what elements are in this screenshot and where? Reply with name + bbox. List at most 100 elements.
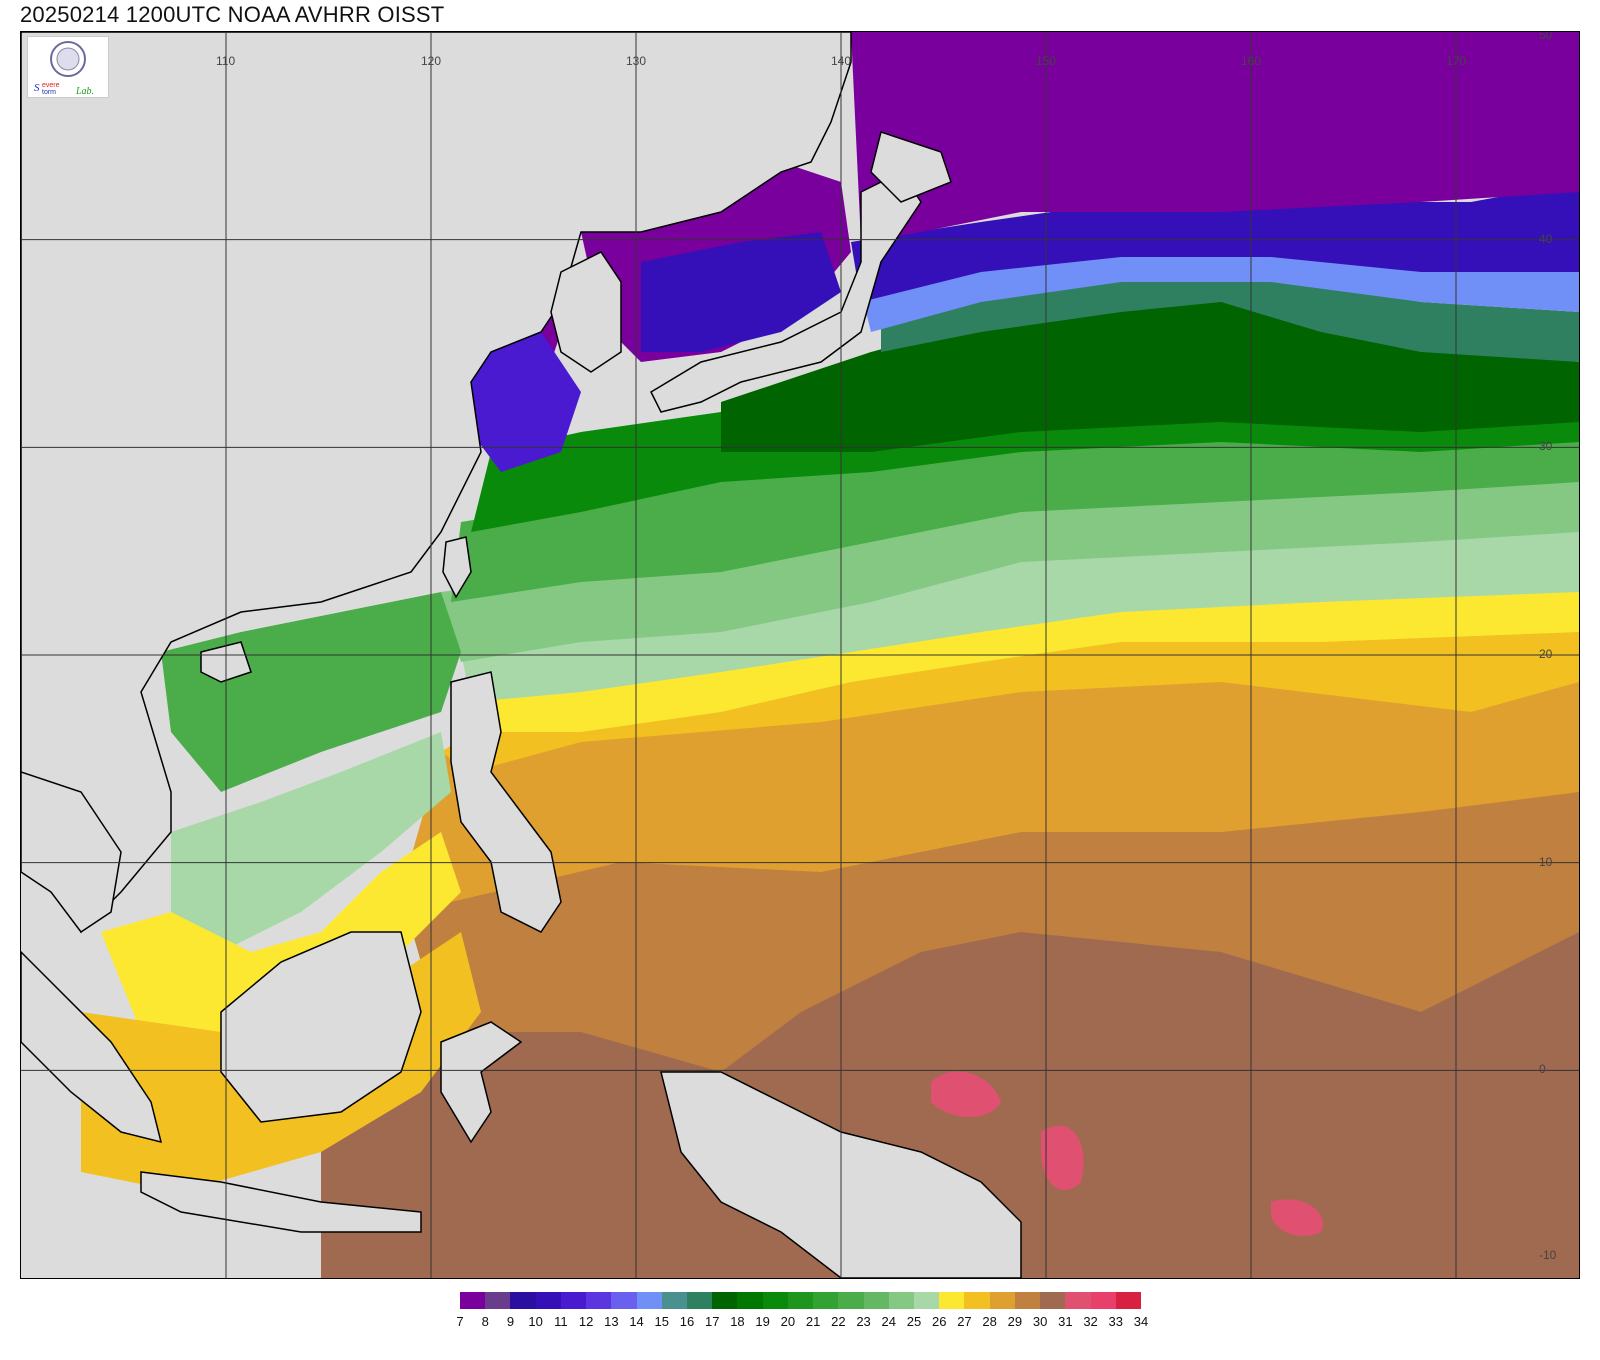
sst-band-24 (441, 472, 1579, 662)
colorbar-label: 17 (704, 1314, 720, 1329)
land-korea (550, 251, 622, 373)
colorbar-label: 21 (805, 1314, 821, 1329)
severe-storm-lab-logo: S evere torm Lab. (27, 36, 109, 98)
colorbar-label: 28 (982, 1314, 997, 1329)
colorbar-label: 15 (654, 1314, 669, 1329)
colorbar-swatch (964, 1292, 991, 1309)
colorbar-swatch (661, 1292, 688, 1309)
colorbar-label: 19 (755, 1314, 770, 1329)
colorbar-swatch (535, 1292, 562, 1309)
colorbar-label: 30 (1032, 1314, 1048, 1329)
lat-tick-label: 40 (1539, 231, 1553, 246)
sst-south-china-sea-a (161, 592, 461, 792)
colorbar-swatch (1115, 1292, 1142, 1309)
colorbar-swatch (939, 1292, 965, 1309)
colorbar-swatch (611, 1292, 638, 1309)
sst-band-27 (441, 622, 1579, 772)
land-taiwan (442, 536, 472, 599)
colorbar-label: 27 (957, 1314, 972, 1329)
sst-sea-of-japan-south (641, 232, 841, 352)
colorbar-label: 24 (881, 1314, 896, 1329)
colorbar-label: 20 (780, 1314, 796, 1329)
land-hokkaido (870, 131, 952, 203)
colorbar-label: 11 (554, 1314, 568, 1329)
colorbar-swatch (560, 1292, 587, 1309)
colorbar-label: 10 (528, 1314, 543, 1329)
colorbar-label: 18 (730, 1314, 745, 1329)
colorbar-swatch (1014, 1292, 1041, 1309)
sst-south-china-sea-c (101, 832, 461, 1032)
lon-tick-label: 120 (421, 54, 442, 68)
colorbar-label: 26 (931, 1314, 947, 1329)
colorbar-swatch (787, 1292, 814, 1309)
land-malay (21, 771, 122, 934)
sst-warm-pool-31b (1041, 1125, 1084, 1191)
land-java (140, 1171, 422, 1233)
svg-text:evere: evere (42, 82, 60, 89)
colorbar-label: 13 (604, 1314, 619, 1329)
lat-tick-label: 0 (1539, 1062, 1546, 1077)
sst-warm-pool-31c (1271, 1199, 1323, 1236)
lon-tick-label: 110 (216, 54, 236, 68)
land-sulawesi (440, 1021, 523, 1144)
colorbar-swatch (762, 1292, 789, 1309)
colorbar-swatch (1090, 1292, 1117, 1309)
colorbar-swatch (485, 1292, 511, 1309)
colorbar-swatch (838, 1292, 865, 1309)
svg-text:torm: torm (42, 89, 56, 96)
colorbar-swatch (1065, 1292, 1092, 1309)
colorbar-swatch (888, 1292, 915, 1309)
colorbar-label: 8 (481, 1314, 489, 1329)
colorbar-label: 34 (1133, 1314, 1149, 1329)
colorbar-swatch (813, 1292, 839, 1309)
colorbar-label: 31 (1058, 1314, 1073, 1329)
colorbar-label: 7 (456, 1314, 464, 1329)
sst-band-26 (461, 572, 1579, 732)
colorbar (460, 1292, 1142, 1309)
colorbar-swatch (460, 1292, 486, 1309)
land-sumatra (21, 950, 163, 1144)
colorbar-swatch (737, 1292, 764, 1309)
sst-band-25 (461, 522, 1579, 702)
colorbar-swatch (989, 1292, 1016, 1309)
colorbar-label: 25 (906, 1314, 922, 1329)
colorbar-swatch (510, 1292, 537, 1309)
sst-east-china-sea (471, 332, 581, 472)
colorbar-label: 12 (578, 1314, 594, 1329)
lat-tick-label: 30 (1539, 439, 1553, 454)
sst-south-china-sea-b (171, 732, 451, 952)
colorbar-swatch (712, 1292, 738, 1309)
colorbar-swatch (636, 1292, 663, 1309)
colorbar-swatch (1040, 1292, 1066, 1309)
svg-text:S: S (34, 82, 40, 94)
colorbar-label: 9 (506, 1314, 515, 1329)
lon-tick-label: 170 (1446, 54, 1467, 68)
land-borneo (220, 931, 422, 1123)
sst-band-11 (851, 182, 1579, 302)
colorbar-label: 22 (831, 1314, 846, 1329)
lon-tick-label: 160 (1241, 54, 1262, 68)
land-asia (21, 32, 852, 934)
sst-band-14 (861, 252, 1579, 332)
lon-tick-label: 140 (831, 54, 852, 68)
colorbar-swatch (863, 1292, 890, 1309)
colorbar-label: 29 (1007, 1314, 1023, 1329)
colorbar-swatch (914, 1292, 940, 1309)
sst-band-7 (851, 32, 1579, 242)
land-philippines (450, 671, 562, 933)
colorbar-label: 23 (856, 1314, 871, 1329)
sst-field (21, 32, 1579, 1278)
colorbar-swatch (687, 1292, 713, 1309)
colorbar-label: 32 (1083, 1314, 1098, 1329)
lat-tick-label: -10 (1539, 1248, 1557, 1262)
colorbar-label: 16 (679, 1314, 695, 1329)
sst-band-16 (881, 272, 1579, 362)
sst-map: S evere torm Lab. 110 120 130 140 150 160 170 5… (20, 31, 1580, 1279)
lat-tick-label: 50 (1539, 31, 1553, 42)
colorbar-swatch (586, 1292, 612, 1309)
sst-warm-pool-31a (931, 1071, 1001, 1117)
colorbar-label: 33 (1108, 1314, 1123, 1329)
graticule (21, 32, 1579, 1278)
lon-tick-label: 130 (626, 54, 647, 68)
map-title: 20250214 1200UTC NOAA AVHRR OISST (20, 2, 445, 27)
